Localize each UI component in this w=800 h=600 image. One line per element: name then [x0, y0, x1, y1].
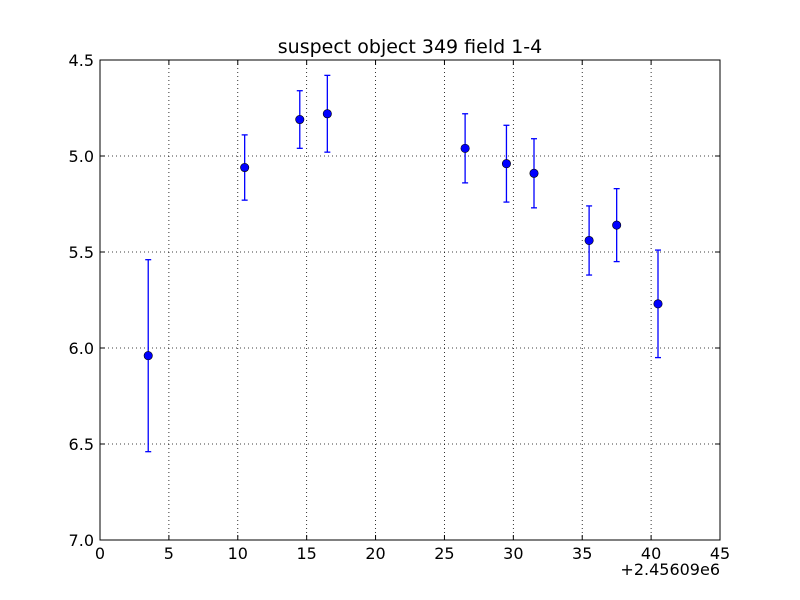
data-points — [143, 74, 663, 453]
data-point — [653, 299, 663, 309]
y-tick-label: 5.0 — [69, 147, 94, 166]
x-tick-label: 20 — [365, 544, 385, 563]
x-tick-label: 5 — [164, 544, 174, 563]
data-point — [612, 220, 622, 230]
data-point — [501, 159, 511, 169]
data-point — [295, 115, 305, 125]
y-tick-label: 7.0 — [69, 531, 94, 550]
data-point — [240, 163, 250, 173]
data-point — [529, 168, 539, 178]
plot-frame — [99, 59, 721, 541]
data-point — [460, 143, 470, 153]
data-point — [322, 109, 332, 119]
y-tick-labels: 4.5 5.0 5.5 6.0 6.5 7.0 — [69, 51, 94, 550]
y-tick-label: 5.5 — [69, 243, 94, 262]
x-tick-labels: 0 5 10 15 20 25 30 35 40 45 — [95, 544, 730, 563]
y-tick-label: 4.5 — [69, 51, 94, 70]
x-tick-label: 0 — [95, 544, 105, 563]
x-tick-label: 25 — [434, 544, 454, 563]
x-offset-label: +2.45609e6 — [620, 560, 720, 579]
chart-title: suspect object 349 field 1-4 — [278, 36, 543, 58]
x-tick-label: 15 — [296, 544, 316, 563]
x-tick-label: 30 — [503, 544, 523, 563]
axis-ticks — [99, 59, 721, 541]
data-point — [584, 235, 594, 245]
x-tick-label: 45 — [710, 544, 730, 563]
y-tick-label: 6.5 — [69, 435, 94, 454]
x-tick-label: 40 — [641, 544, 661, 563]
y-tick-label: 6.0 — [69, 339, 94, 358]
x-tick-label: 10 — [228, 544, 248, 563]
x-tick-label: 35 — [572, 544, 592, 563]
data-point — [143, 351, 153, 361]
